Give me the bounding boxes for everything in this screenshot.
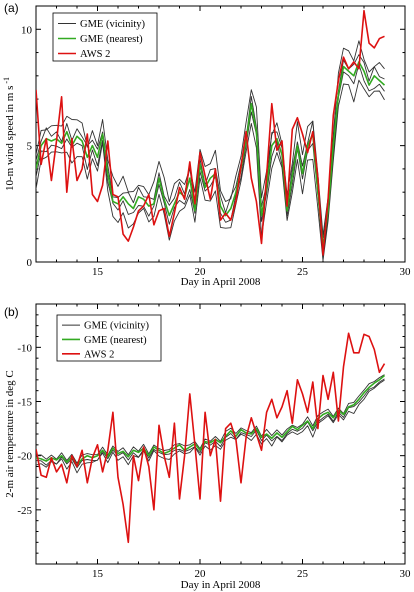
y-tick-label: -25 xyxy=(17,505,32,517)
chart-panel-2: (b) 15 20 25 30 -25 -20 -15 -10 Day in April 2008… xyxy=(4,303,412,591)
x-tick-label: 30 xyxy=(400,568,412,580)
legend-item-gme-nearest-label: GME (nearest) xyxy=(80,34,143,45)
y-axis-label: 2-m air temperature in deg C xyxy=(4,370,16,497)
line-gme-vicinity-member xyxy=(36,79,385,262)
y-tick-label: -20 xyxy=(17,451,32,463)
line-aws-2 xyxy=(36,9,385,256)
y-tick-label: 0 xyxy=(27,257,33,269)
legend-item-aws-2-label: AWS 2 xyxy=(84,349,114,360)
x-tick-label: 15 xyxy=(92,568,104,580)
line-gme-vicinity-member xyxy=(36,378,385,469)
legend: GME (vicinity) GME (nearest) AWS 2 xyxy=(56,314,162,362)
legend-item-gme-vicinity-label: GME (vicinity) xyxy=(80,19,146,30)
x-tick-label: 30 xyxy=(400,266,412,278)
legend-item-gme-nearest-label: GME (nearest) xyxy=(84,335,147,346)
x-tick-label: 20 xyxy=(195,266,207,278)
y-tick-label: -10 xyxy=(17,342,32,354)
series-gme-vicinity xyxy=(36,374,385,474)
x-tick-label: 20 xyxy=(195,568,207,580)
y-tick-label: -15 xyxy=(17,397,32,409)
y-tick-label: 5 xyxy=(27,141,33,153)
line-gme-nearest xyxy=(36,374,386,467)
legend: GME (vicinity) GME (nearest) AWS 2 xyxy=(52,12,158,62)
line-aws-2 xyxy=(36,332,386,544)
legend-item-gme-vicinity-label: GME (vicinity) xyxy=(84,321,150,332)
panel-label: (b) xyxy=(4,305,19,319)
line-gme-vicinity-member xyxy=(36,63,385,257)
chart-panel-1: (a) 15 20 25 30 0 5 10 Day in April 2008 10-m win… xyxy=(2,1,411,288)
panel-label: (a) xyxy=(4,1,19,15)
x-axis-label: Day in April 2008 xyxy=(181,276,261,288)
y-axis-label: 10-m wind speed in m s -1 xyxy=(2,77,16,191)
x-tick-label: 15 xyxy=(92,266,104,278)
y-tick-label: 10 xyxy=(21,24,33,36)
x-tick-label: 25 xyxy=(297,568,309,580)
x-tick-label: 25 xyxy=(297,266,309,278)
x-axis-label: Day in April 2008 xyxy=(181,579,261,591)
y-axis-label-superscript: -1 xyxy=(2,77,11,86)
legend-item-aws-2-label: AWS 2 xyxy=(80,49,110,60)
line-gme-vicinity-member xyxy=(36,379,385,474)
